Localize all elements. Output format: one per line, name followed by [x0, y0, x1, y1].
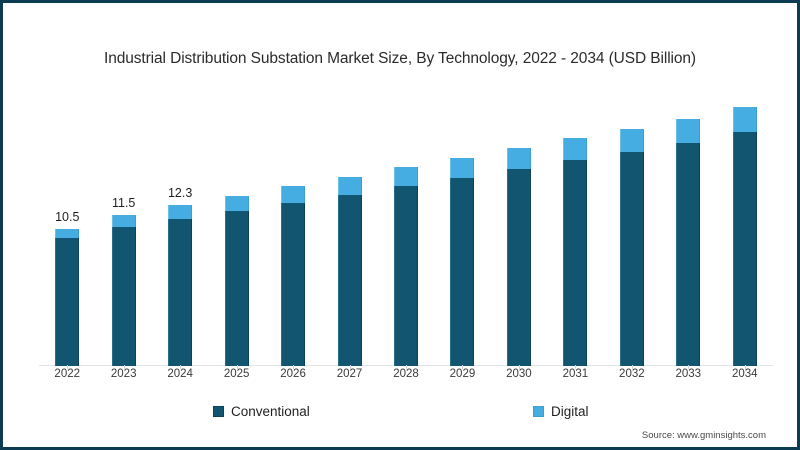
x-axis-label-2026: 2026: [280, 368, 306, 380]
stacked-bar[interactable]: [224, 196, 249, 366]
stacked-bar[interactable]: [168, 205, 193, 366]
bar-segment-conventional[interactable]: [563, 160, 588, 366]
bar-segment-digital[interactable]: [676, 119, 701, 143]
x-axis-tick: [462, 365, 464, 369]
x-axis-tick: [518, 365, 520, 369]
x-axis-tick: [349, 365, 351, 369]
chart-legend: Conventional Digital: [6, 404, 794, 426]
bar-group[interactable]: [265, 91, 321, 369]
x-axis-tick: [688, 365, 690, 369]
legend-swatch-digital-icon: [533, 406, 544, 417]
chart-canvas: Industrial Distribution Substation Marke…: [6, 6, 794, 444]
legend-item-conventional[interactable]: Conventional: [213, 404, 310, 419]
stacked-bar[interactable]: [281, 186, 306, 366]
x-axis-tick: [631, 365, 633, 369]
stacked-bar[interactable]: [55, 229, 80, 366]
x-axis-label-2033: 2033: [675, 368, 702, 380]
x-axis-label-2034: 2034: [731, 368, 758, 380]
page-title: Industrial Distribution Substation Marke…: [104, 50, 696, 67]
bar-value-label: 12.3: [167, 186, 193, 200]
bar-segment-conventional[interactable]: [450, 178, 475, 366]
bar-group[interactable]: 12.3: [152, 91, 208, 369]
x-axis-tick: [67, 365, 69, 369]
x-axis-tick: [744, 365, 746, 369]
bar-group[interactable]: [547, 91, 603, 369]
bar-segment-digital[interactable]: [619, 129, 644, 152]
bar-group[interactable]: [321, 91, 377, 369]
bar-group[interactable]: [491, 91, 547, 369]
x-axis-label-2030: 2030: [506, 368, 532, 380]
bar-segment-conventional[interactable]: [393, 186, 418, 366]
bar-segment-conventional[interactable]: [224, 211, 249, 366]
x-axis-tick: [405, 365, 407, 369]
x-axis-label-2028: 2028: [393, 368, 419, 380]
stacked-bar[interactable]: [506, 148, 531, 366]
legend-label-digital: Digital: [551, 404, 589, 419]
bar-segment-digital[interactable]: [563, 138, 588, 160]
source-attribution: Source: www.gminsights.com: [641, 430, 766, 441]
x-axis-tick: [123, 365, 125, 369]
bar-group[interactable]: [717, 91, 773, 369]
legend-label-conventional: Conventional: [231, 404, 310, 419]
bar-segment-conventional[interactable]: [168, 219, 193, 366]
bar-segment-conventional[interactable]: [676, 143, 701, 366]
bar-segment-digital[interactable]: [506, 148, 531, 169]
x-axis-label-2032: 2032: [619, 368, 645, 380]
bar-segment-digital[interactable]: [393, 167, 418, 186]
bar-segment-conventional[interactable]: [732, 132, 757, 366]
stacked-bar[interactable]: [563, 138, 588, 366]
stacked-bar[interactable]: [450, 158, 475, 366]
bar-segment-digital[interactable]: [732, 107, 757, 132]
legend-swatch-conventional-icon: [213, 406, 224, 417]
x-axis-label-2031: 2031: [562, 368, 589, 380]
x-axis-label-2025: 2025: [223, 368, 250, 380]
bar-segment-digital[interactable]: [281, 186, 306, 203]
bar-value-label: 10.5: [55, 210, 80, 224]
plot-area: 10.5 11.5 12.3: [39, 91, 773, 369]
stacked-bar[interactable]: [732, 107, 757, 366]
bar-segment-digital[interactable]: [111, 215, 136, 227]
x-axis-label-2024: 2024: [167, 368, 193, 380]
bar-group[interactable]: [660, 91, 716, 369]
bar-segment-digital[interactable]: [450, 158, 475, 178]
bar-group[interactable]: 11.5: [95, 91, 151, 369]
bar-group[interactable]: [434, 91, 490, 369]
bar-group[interactable]: [208, 91, 264, 369]
stacked-bar[interactable]: [111, 215, 136, 366]
stacked-bar[interactable]: [676, 119, 701, 366]
x-axis-tick: [293, 365, 295, 369]
bar-segment-digital[interactable]: [337, 177, 362, 195]
x-axis-tick: [180, 365, 182, 369]
x-axis-label-2022: 2022: [54, 368, 81, 380]
bar-segment-conventional[interactable]: [111, 227, 136, 366]
x-axis-tick: [236, 365, 238, 369]
stacked-bar[interactable]: [393, 167, 418, 366]
bar-segment-conventional[interactable]: [506, 169, 531, 366]
x-axis-label-2027: 2027: [336, 368, 363, 380]
x-axis-labels: 2022 2023 2024 2025 2026 2027 2028 2029 2030 2031…: [39, 368, 773, 390]
legend-item-digital[interactable]: Digital: [533, 404, 589, 419]
bar-segment-conventional[interactable]: [55, 238, 80, 366]
stacked-bar[interactable]: [337, 177, 362, 366]
x-axis-label-2029: 2029: [449, 368, 476, 380]
bar-group[interactable]: 10.5: [39, 91, 95, 369]
bar-group[interactable]: [604, 91, 660, 369]
bar-segment-conventional[interactable]: [337, 195, 362, 366]
bar-segment-digital[interactable]: [224, 196, 249, 211]
bar-segment-conventional[interactable]: [619, 152, 644, 366]
stacked-bar[interactable]: [619, 129, 644, 366]
x-axis-label-2023: 2023: [110, 368, 137, 380]
bar-group[interactable]: [378, 91, 434, 369]
bar-segment-digital[interactable]: [55, 229, 80, 238]
bar-value-label: 11.5: [111, 196, 136, 210]
x-axis-tick: [575, 365, 577, 369]
bar-segment-conventional[interactable]: [281, 203, 306, 366]
bar-segment-digital[interactable]: [168, 205, 193, 219]
